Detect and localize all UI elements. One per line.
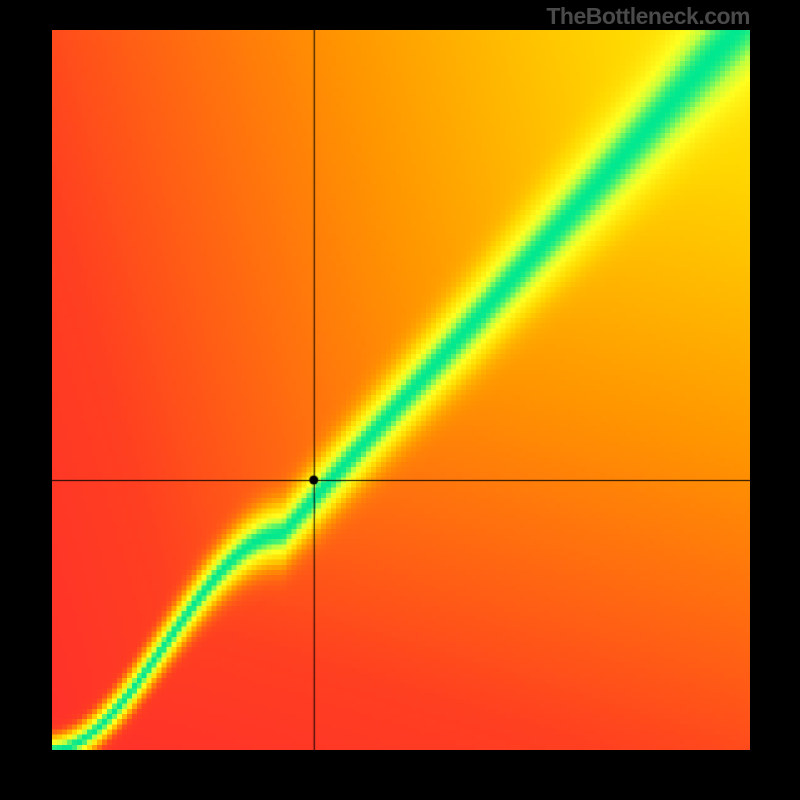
bottleneck-heatmap: [52, 30, 750, 750]
chart-container: TheBottleneck.com: [0, 0, 800, 800]
watermark-text: TheBottleneck.com: [546, 3, 750, 30]
